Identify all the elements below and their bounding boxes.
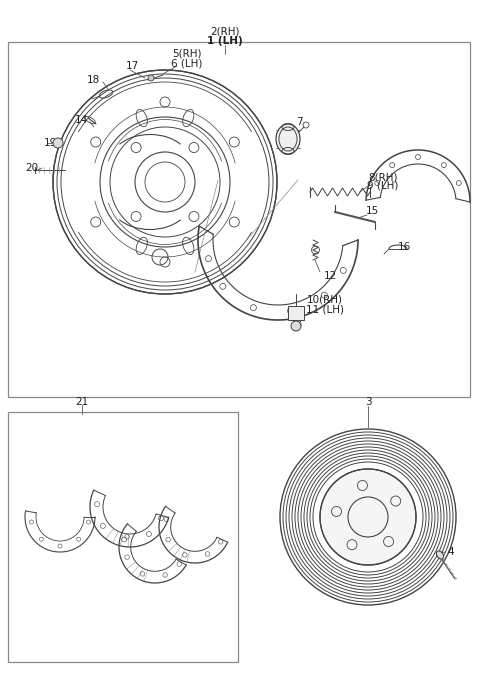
Text: 3: 3 xyxy=(365,397,372,407)
Text: 6 (LH): 6 (LH) xyxy=(171,58,203,68)
Text: 19: 19 xyxy=(43,138,57,148)
Bar xyxy=(8,412,238,662)
Circle shape xyxy=(148,75,154,81)
Text: 1 (LH): 1 (LH) xyxy=(207,36,243,46)
Ellipse shape xyxy=(276,124,300,154)
Text: 14: 14 xyxy=(74,115,88,125)
Text: 7: 7 xyxy=(296,117,302,127)
Text: 17: 17 xyxy=(125,61,139,71)
Ellipse shape xyxy=(436,551,444,559)
Text: 2(RH): 2(RH) xyxy=(210,27,240,37)
Text: 20: 20 xyxy=(25,163,38,173)
Text: 4: 4 xyxy=(448,547,454,557)
Text: 8(RH): 8(RH) xyxy=(368,172,398,182)
Text: 5(RH): 5(RH) xyxy=(172,49,202,59)
Circle shape xyxy=(53,70,277,294)
Text: 12: 12 xyxy=(324,271,336,281)
Text: 18: 18 xyxy=(86,75,100,85)
Text: 9 (LH): 9 (LH) xyxy=(367,181,399,191)
Text: 21: 21 xyxy=(75,397,89,407)
Circle shape xyxy=(291,321,301,331)
Text: 15: 15 xyxy=(365,206,379,216)
Circle shape xyxy=(53,138,63,148)
Text: 13: 13 xyxy=(289,319,302,329)
Text: 16: 16 xyxy=(397,242,410,252)
Bar xyxy=(288,306,304,320)
Text: 11 (LH): 11 (LH) xyxy=(306,304,344,314)
Bar xyxy=(8,42,470,397)
Circle shape xyxy=(320,469,416,565)
Text: 10(RH): 10(RH) xyxy=(307,295,343,305)
